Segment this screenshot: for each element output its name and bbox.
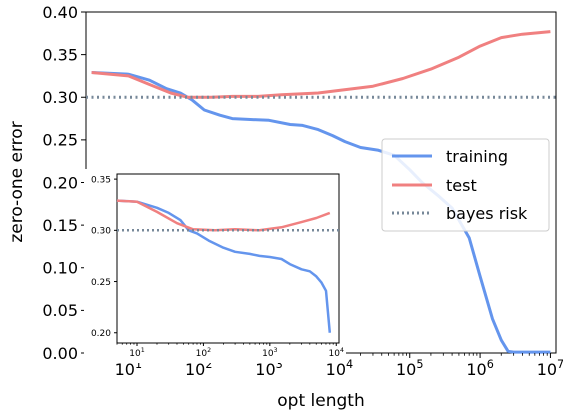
- inset-y-tick-label: 0.35: [91, 175, 111, 185]
- inset-y-tick-label: 0.25: [91, 278, 111, 288]
- inset-series-training: [116, 199, 332, 333]
- inset-x-tick-exponent: 4: [340, 347, 344, 354]
- main-y-tick-label: 0.25: [42, 131, 78, 150]
- inset-x-tick-exponent: 3: [274, 347, 278, 354]
- inset-y-tick-label: 0.30: [91, 227, 111, 237]
- main-x-tick-exponent: 3: [276, 358, 283, 371]
- main-x-axis-label: opt length: [277, 391, 364, 411]
- legend-label-bayes-risk: bayes risk: [446, 204, 528, 223]
- legend-label-test: test: [446, 176, 477, 195]
- main-y-axis-label: zero-one error: [7, 121, 27, 242]
- main-y-tick-label: 0.15: [42, 216, 78, 235]
- main-x-tick-exponent: 4: [346, 358, 353, 371]
- main-series-test: [91, 30, 551, 99]
- inset-series-test: [116, 199, 331, 232]
- inset-x-tick-exponent: 2: [207, 347, 211, 354]
- main-x-tick-label: 106: [466, 358, 493, 379]
- inset-series-group: [116, 199, 339, 333]
- main-y-tick-label: 0.05: [42, 301, 78, 320]
- main-x-tick-exponent: 5: [416, 358, 423, 371]
- main-x-tick-exponent: 1: [135, 358, 142, 371]
- legend-label-training: training: [446, 147, 508, 166]
- main-y-tick-label: 0.20: [42, 173, 78, 192]
- main-x-tick-exponent: 2: [205, 358, 212, 371]
- main-y-tick-label: 0.10: [42, 259, 78, 278]
- main-x-tick-label: 107: [537, 358, 563, 379]
- main-y-tick-label: 0.40: [42, 3, 78, 22]
- main-x-tick-label: 105: [396, 358, 423, 379]
- main-y-ticks: 0.00 0.05 0.10 0.15 0.20 0.25 0.30 0.35 0.40: [42, 3, 86, 363]
- main-y-tick-label: 0.35: [42, 45, 78, 64]
- main-series-group: [86, 30, 556, 354]
- main-y-tick-label: 0.30: [42, 88, 78, 107]
- inset-y-ticks: 0.20 0.25 0.30 0.35: [91, 175, 117, 339]
- main-x-tick-exponent: 7: [557, 358, 563, 371]
- inset-plot-area: [116, 173, 340, 344]
- main-x-tick-exponent: 6: [487, 358, 494, 371]
- inset-x-tick-exponent: 1: [141, 347, 145, 354]
- main-y-tick-label: 0.00: [42, 344, 78, 363]
- legend-box: [381, 138, 550, 232]
- legend: training test bayes risk: [381, 138, 550, 232]
- inset-y-tick-label: 0.20: [91, 329, 111, 339]
- inset-plot: 0.200.250.300.35 101 102 103 104: [84, 169, 346, 363]
